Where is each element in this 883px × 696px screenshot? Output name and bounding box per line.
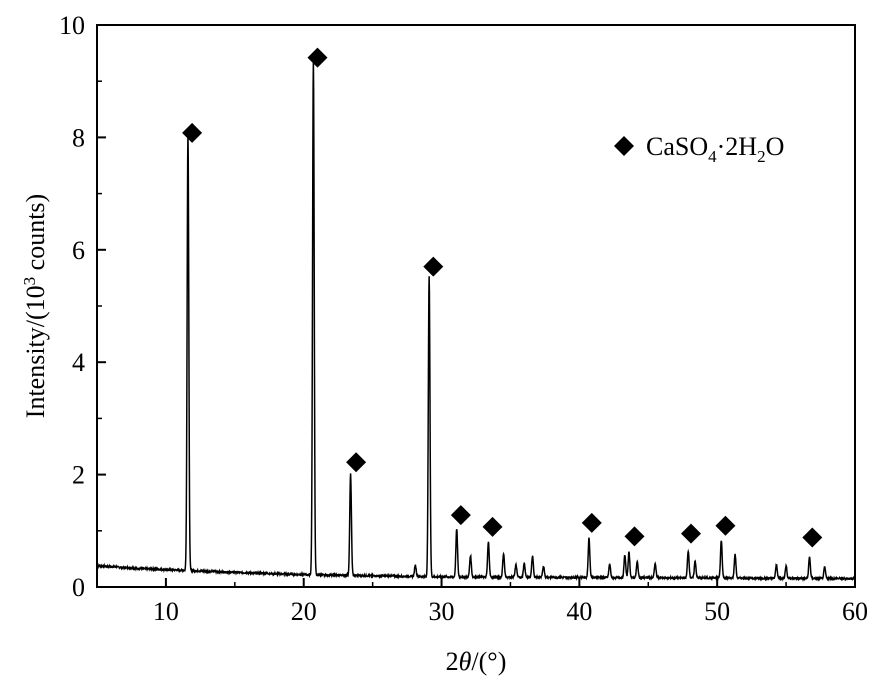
x-tick-label: 40 [566, 597, 592, 626]
legend-label: CaSO4·2H2O [646, 132, 784, 166]
peak-diamond-marker [346, 452, 367, 473]
x-tick-label: 60 [842, 597, 868, 626]
x-tick-label: 20 [291, 597, 317, 626]
axis-ticks: 10 20 30 40 50 60 0 2 4 6 8 10 [59, 11, 868, 626]
peak-diamond-marker [307, 47, 328, 68]
y-tick-label: 0 [72, 573, 85, 602]
legend: CaSO4·2H2O [614, 132, 784, 166]
peak-diamond-marker [581, 512, 602, 533]
peak-diamond-marker [450, 505, 471, 526]
peak-diamond-marker [423, 256, 444, 277]
xrd-pattern-line [96, 60, 856, 583]
y-tick-label: 4 [72, 348, 85, 377]
y-tick-label: 6 [72, 236, 85, 265]
peak-diamond-marker [715, 515, 736, 536]
x-tick-label: 10 [153, 597, 179, 626]
plot-area [96, 47, 856, 583]
peak-diamond-marker [482, 516, 503, 537]
y-tick-label: 10 [59, 11, 85, 40]
peak-markers [182, 47, 823, 548]
plot-frame [96, 24, 856, 588]
y-axis-title: Intensity/(103 counts) [20, 194, 50, 418]
y-tick-label: 2 [72, 461, 85, 490]
peak-diamond-marker [680, 523, 701, 544]
x-axis-title: 2θ/(°) [446, 647, 507, 676]
peak-diamond-marker [182, 122, 203, 143]
y-tick-label: 8 [72, 123, 85, 152]
x-tick-label: 30 [429, 597, 455, 626]
legend-diamond-icon [614, 136, 634, 156]
peak-diamond-marker [624, 526, 645, 547]
x-tick-label: 50 [704, 597, 730, 626]
peak-diamond-marker [802, 527, 823, 548]
